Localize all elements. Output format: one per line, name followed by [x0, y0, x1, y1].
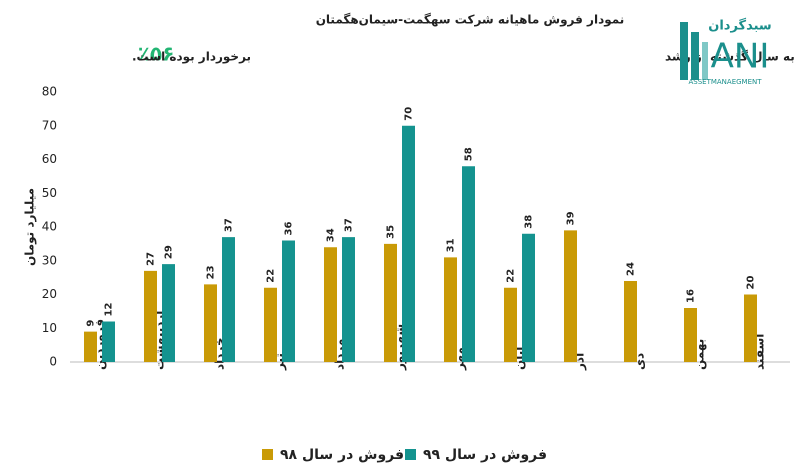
bar [444, 257, 457, 362]
bar [264, 287, 277, 362]
value-label: 36 [284, 222, 295, 236]
bar [522, 233, 535, 362]
y-tick-label: 10 [42, 321, 57, 335]
bar [102, 321, 115, 362]
bar [324, 247, 337, 362]
bar [282, 240, 295, 362]
y-tick-label: 30 [42, 253, 57, 267]
legend-swatch [405, 449, 416, 460]
value-label: 58 [464, 147, 475, 161]
bar [402, 125, 415, 362]
value-label: 38 [524, 215, 535, 229]
logo-brand2: ANI [711, 37, 770, 77]
value-label: 31 [446, 238, 457, 252]
logo: سبدگردان ANI ASSETMANAEGMENT [680, 18, 772, 86]
legend-label: فروش در سال ۹۸ [280, 447, 404, 463]
value-label: 12 [104, 303, 115, 317]
chart-title: نمودار فروش ماهیانه شرکت سهگمت-سیمان‌هگم… [316, 13, 625, 28]
value-label: 23 [206, 265, 217, 279]
y-axis-label: میلیارد تومان [23, 188, 38, 266]
bar [504, 287, 517, 362]
subtitle-highlight: ٪۵۶ [138, 42, 175, 66]
logo-sub: ASSETMANAEGMENT [688, 78, 762, 86]
bar [342, 237, 355, 362]
bar [144, 270, 157, 362]
value-label: 24 [626, 262, 637, 276]
value-label: 29 [164, 245, 175, 259]
bar [564, 230, 577, 362]
value-label: 37 [224, 218, 235, 232]
value-label: 70 [404, 107, 415, 121]
y-tick-label: 60 [42, 152, 57, 166]
value-label: 35 [386, 225, 397, 239]
legend-label: فروش در سال ۹۹ [423, 447, 547, 463]
value-label: 20 [746, 276, 757, 290]
y-tick-label: 40 [42, 220, 57, 234]
value-label: 27 [146, 252, 157, 266]
bar [204, 284, 217, 362]
y-tick-label: 20 [42, 287, 57, 301]
legend-swatch [262, 449, 273, 460]
bar [162, 264, 175, 362]
value-label: 34 [326, 228, 337, 242]
y-tick-label: 50 [42, 186, 57, 200]
bar [384, 243, 397, 362]
subtitle: برخوردار بوده است. [132, 50, 251, 65]
y-tick-label: 70 [42, 118, 57, 132]
value-label: 22 [506, 269, 517, 283]
value-label: 16 [686, 289, 697, 303]
value-label: 37 [344, 218, 355, 232]
value-label: 9 [86, 320, 97, 327]
logo-brand: سبدگردان [708, 18, 771, 34]
y-tick-label: 80 [42, 85, 57, 99]
value-label: 22 [266, 269, 277, 283]
bar [84, 331, 97, 362]
bar [744, 294, 757, 362]
bar [684, 308, 697, 362]
bar [624, 281, 637, 362]
bar [462, 166, 475, 362]
value-label: 39 [566, 211, 577, 225]
y-tick-label: 0 [49, 355, 57, 369]
bar [222, 237, 235, 362]
